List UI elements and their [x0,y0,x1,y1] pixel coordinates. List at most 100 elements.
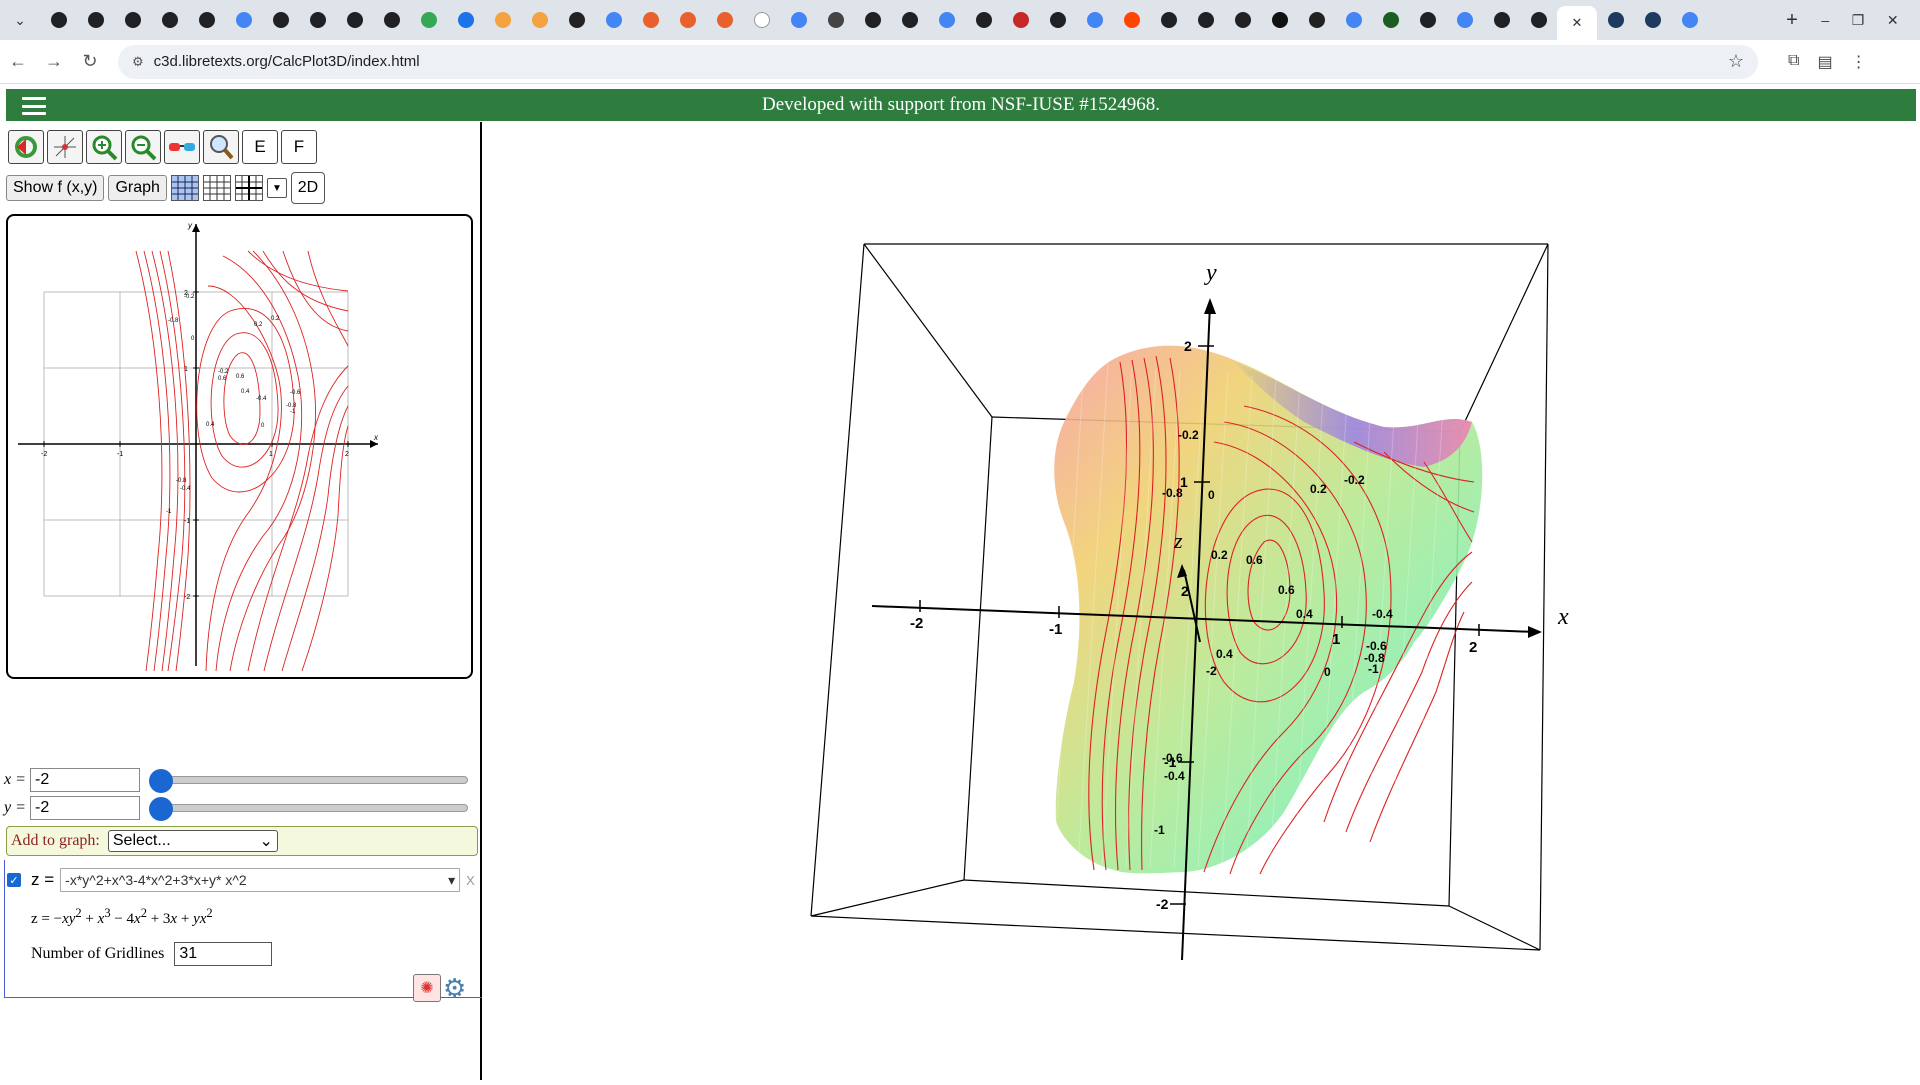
browser-menu-icon[interactable]: ⋮ [1850,53,1867,71]
function-visible-checkbox[interactable]: ✓ [7,873,21,887]
tab-ring-icon[interactable] [77,0,114,40]
tab-react-icon[interactable] [1634,0,1671,40]
zoom-out-icon[interactable] [125,130,161,164]
grid-axes-icon[interactable] [234,175,263,201]
new-tab-button[interactable]: + [1786,8,1798,31]
tab-ring-icon[interactable] [373,0,410,40]
address-bar[interactable]: ⚙ c3d.libretexts.org/CalcPlot3D/index.ht… [118,44,1758,79]
y-slider-handle[interactable] [149,797,173,821]
tab-G-icon[interactable] [1671,0,1708,40]
tab-umbrella-icon[interactable] [521,0,558,40]
tab-G-icon[interactable] [1076,0,1113,40]
reading-mode-icon[interactable]: ▤ [1817,53,1833,71]
tab-ring-icon[interactable] [114,0,151,40]
tab-mathworks-icon[interactable] [632,0,669,40]
tab-reddit-icon[interactable] [1113,0,1150,40]
tab-mathworks-icon[interactable] [669,0,706,40]
tab-G-icon[interactable] [928,0,965,40]
f-button[interactable]: F [281,130,317,164]
active-tab[interactable]: ✕ [1557,6,1597,40]
tab-ring-icon[interactable] [1409,0,1446,40]
rotate-icon[interactable] [8,130,44,164]
tab-ring-icon[interactable] [151,0,188,40]
3d-glasses-icon[interactable] [164,130,200,164]
x-value-input[interactable] [30,768,140,792]
function-dropdown-icon[interactable]: ▾ [448,871,456,888]
minimize-icon[interactable]: – [1821,11,1830,28]
tab-ring-icon[interactable] [188,0,225,40]
y-slider-track[interactable] [149,797,468,821]
tab-ring-icon[interactable] [1039,0,1076,40]
tab-ring-icon[interactable] [40,0,77,40]
tab-red-icon[interactable] [1002,0,1039,40]
tab-M-icon[interactable] [1224,0,1261,40]
bookmark-star-icon[interactable]: ☆ [1727,51,1744,71]
y-value-input[interactable] [30,796,140,820]
reload-icon[interactable]: ↻ [82,51,98,71]
surface-contour-label-7: 0.6 [1278,583,1295,597]
add-to-graph-select[interactable]: Select... ⌄ [107,830,278,852]
tab-snow-icon[interactable] [447,0,484,40]
e-button[interactable]: E [242,130,278,164]
tab-ring-icon[interactable] [1187,0,1224,40]
tab-G-icon[interactable] [595,0,632,40]
y-tick-label: 2 [184,290,188,297]
tab-umbrella-icon[interactable] [484,0,521,40]
forward-icon[interactable]: → [45,51,63,71]
surface-plot-3d[interactable]: x y z -2 -1 1 2 2 1 -1 -2 2 -0.2 -0.8 0 0.2 -0.2 0.2 0.6 0.… [484,122,1920,1080]
function-input[interactable]: -x*y^2+x^3-4*x^2+3*x+y* x^2 ▾ [60,868,461,892]
tab-link-icon[interactable] [410,0,447,40]
tab-ring-icon[interactable] [262,0,299,40]
close-window-icon[interactable]: ✕ [1886,11,1899,28]
tab-ring-icon[interactable] [1483,0,1520,40]
tab-react-icon[interactable] [1597,0,1634,40]
color-scheme-icon[interactable]: ✺ [413,974,441,1002]
tab-ring-icon[interactable] [299,0,336,40]
tab-search-icon[interactable]: ⌄ [14,11,26,28]
remove-function-button[interactable]: X [466,872,475,888]
tab-ring-icon[interactable] [965,0,1002,40]
x-slider-track[interactable] [149,769,468,793]
surface-contour-16 [1369,611,1465,843]
x-slider-handle[interactable] [149,769,173,793]
gear-icon[interactable]: ⚙ [443,973,467,1003]
function-rendered: z = −xy2 + x3 − 4x2 + 3x + yx2 [31,906,213,927]
G-icon [790,12,807,28]
tab-cmyk-icon[interactable] [1261,0,1298,40]
tab-W-icon[interactable] [743,0,780,40]
tab-ring-icon[interactable] [854,0,891,40]
restore-icon[interactable]: ❐ [1851,11,1865,28]
tab-ring-icon[interactable] [1520,0,1557,40]
tab-ring-icon[interactable] [336,0,373,40]
tab-ring-icon[interactable] [891,0,928,40]
back-icon[interactable]: ← [9,51,27,71]
show-fxy-button[interactable]: Show f (x,y) [6,175,105,201]
x-tick-label: 1 [269,451,273,458]
tab-G-icon[interactable] [225,0,262,40]
tab-G-icon[interactable] [1335,0,1372,40]
extensions-icon[interactable]: ⧉ [1788,51,1800,69]
tab-noslash-icon[interactable] [817,0,854,40]
gridlines-input[interactable] [174,942,273,966]
tab-CRT-icon[interactable] [1298,0,1335,40]
url-text[interactable]: c3d.libretexts.org/CalcPlot3D/index.html [153,53,420,70]
contour-plot-2d[interactable]: x y -2 -1 1 2 2 1 -1 -2 -0.2 -0.8 0 0.2 0.2 -0.2 0.6 0.6 0… [6,214,473,679]
tab-G-icon[interactable] [1446,0,1483,40]
tab-G-icon[interactable] [780,0,817,40]
graph-button[interactable]: Graph [108,175,167,201]
site-info-icon[interactable]: ⚙ [132,53,144,69]
tab-SHY-icon[interactable] [558,0,595,40]
surface-mesh-line [1413,391,1445,868]
close-tab-icon[interactable]: ✕ [1571,15,1583,30]
tab-mathworks-icon[interactable] [706,0,743,40]
hamburger-menu-icon[interactable] [22,97,46,115]
axes-icon[interactable] [47,130,83,164]
zoom-in-icon[interactable] [86,130,122,164]
tab-X-icon[interactable] [1372,0,1409,40]
2d-button[interactable]: 2D [290,172,325,204]
grid-dropdown-icon[interactable]: ▼ [266,178,287,198]
magnifier-icon[interactable] [203,130,239,164]
grid-blue-icon[interactable] [170,175,199,201]
grid-icon[interactable] [202,175,231,201]
tab-ring-icon[interactable] [1150,0,1187,40]
